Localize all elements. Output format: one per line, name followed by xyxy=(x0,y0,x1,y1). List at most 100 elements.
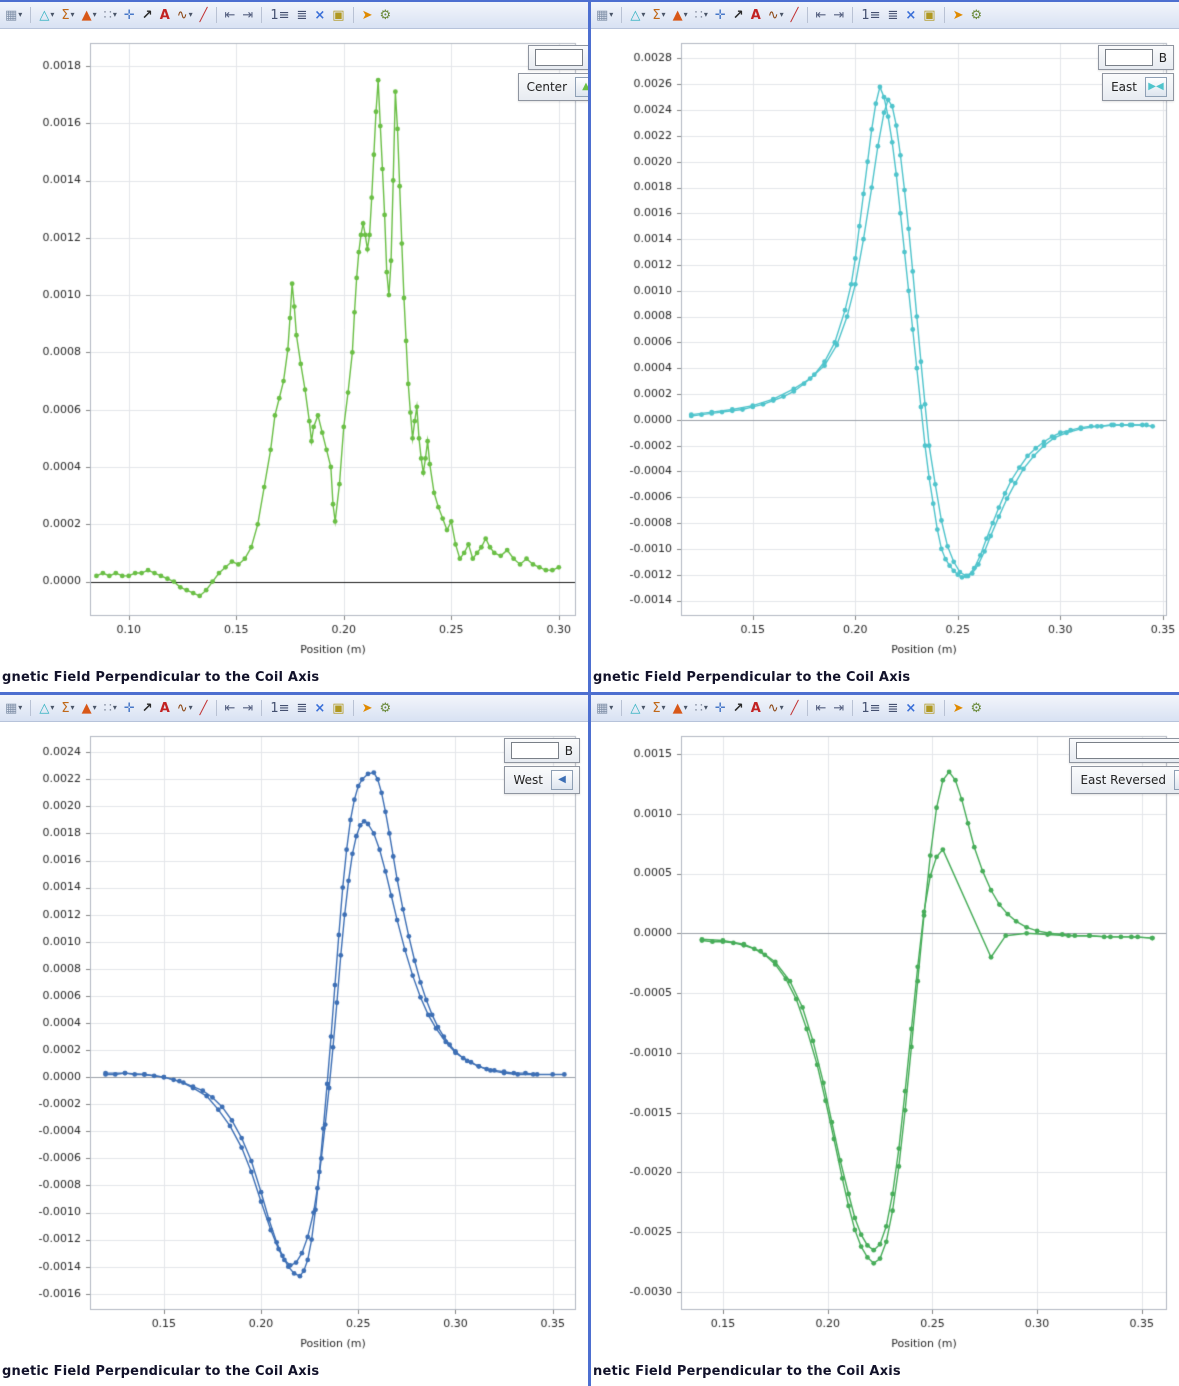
interpolate-icon[interactable]: ≣ xyxy=(887,7,899,23)
examine-left-icon[interactable]: ⇤ xyxy=(815,700,827,716)
settings-gear-icon[interactable]: ⚙ xyxy=(379,700,392,716)
graph-type-icon[interactable]: ▦ ▾ xyxy=(5,7,23,23)
graph-type-icon[interactable]: ▦ ▾ xyxy=(596,700,614,716)
dropdown-arrow-icon: ▾ xyxy=(609,10,614,19)
delta-icon[interactable]: △ ▾ xyxy=(39,7,55,23)
delta-icon[interactable]: △ ▾ xyxy=(39,700,55,716)
examine-right-icon[interactable]: ⇥ xyxy=(833,7,845,23)
slope-tool-icon[interactable]: ╱ xyxy=(790,700,799,716)
tangent-icon[interactable]: ↗ xyxy=(141,7,153,23)
dropdown-arrow-icon: ▾ xyxy=(112,10,117,19)
annotate-a-icon[interactable]: A xyxy=(750,7,761,23)
legend-field-box[interactable] xyxy=(1076,742,1179,759)
plot-area: B Center ▲ xyxy=(0,29,588,662)
delete-x-icon[interactable]: × xyxy=(314,7,326,23)
tangent-icon[interactable]: ↗ xyxy=(141,700,153,716)
duplicate-icon[interactable]: ▣ xyxy=(923,700,936,716)
annotate-a-icon[interactable]: A xyxy=(159,7,170,23)
sigma-stats-icon[interactable]: Σ ▾ xyxy=(652,7,666,23)
tangent-icon[interactable]: ↗ xyxy=(732,7,744,23)
toolbar-separator xyxy=(806,700,808,716)
delta-icon[interactable]: △ ▾ xyxy=(630,700,646,716)
curve-fit-icon[interactable]: ∿ ▾ xyxy=(767,700,784,716)
chart-canvas[interactable] xyxy=(591,29,1179,662)
tangent-icon[interactable]: ↗ xyxy=(732,700,744,716)
annotate-a-icon[interactable]: A xyxy=(159,700,170,716)
move-crosshair-icon[interactable]: ✛ xyxy=(714,7,726,23)
pin-icon[interactable]: ➤ xyxy=(361,7,373,23)
legend-field-box[interactable] xyxy=(1104,49,1153,66)
slope-tool-icon[interactable]: ╱ xyxy=(199,700,208,716)
legend-marker-button[interactable]: ▲ xyxy=(575,77,588,97)
graph-type-icon[interactable]: ▦ ▾ xyxy=(596,7,614,23)
legend-run-label[interactable]: East xyxy=(1111,80,1137,94)
legend-marker-button[interactable]: ◀ xyxy=(1174,770,1179,790)
examine-right-icon[interactable]: ⇥ xyxy=(833,700,845,716)
sort-rows-icon[interactable]: 1≡ xyxy=(270,7,290,23)
sort-rows-icon[interactable]: 1≡ xyxy=(270,700,290,716)
pin-icon[interactable]: ➤ xyxy=(952,700,964,716)
examine-right-icon[interactable]: ⇥ xyxy=(242,7,254,23)
scatter-points-icon[interactable]: ∷ ▾ xyxy=(694,700,708,716)
delta-icon[interactable]: △ ▾ xyxy=(630,7,646,23)
legend-field-box[interactable] xyxy=(534,49,583,66)
sort-rows-icon[interactable]: 1≡ xyxy=(861,7,881,23)
dropdown-arrow-icon: ▾ xyxy=(641,703,646,712)
move-crosshair-icon[interactable]: ✛ xyxy=(714,700,726,716)
settings-gear-icon[interactable]: ⚙ xyxy=(379,7,392,23)
warning-triangle-icon[interactable]: ▲ ▾ xyxy=(672,700,688,716)
interpolate-icon[interactable]: ≣ xyxy=(296,700,308,716)
legend-marker-button[interactable]: ▶◀ xyxy=(1145,77,1167,97)
scatter-points-icon[interactable]: ∷ ▾ xyxy=(103,7,117,23)
interpolate-icon[interactable]: ≣ xyxy=(887,700,899,716)
move-crosshair-icon[interactable]: ✛ xyxy=(123,700,135,716)
interpolate-icon[interactable]: ≣ xyxy=(296,7,308,23)
legend-field-box[interactable] xyxy=(510,742,559,759)
graph-type-icon[interactable]: ▦ ▾ xyxy=(5,700,23,716)
dropdown-arrow-icon: ▾ xyxy=(92,10,97,19)
legend-run-row: West ◀ xyxy=(504,766,580,794)
legend-field-label: B xyxy=(1158,50,1167,65)
delete-x-icon[interactable]: × xyxy=(905,700,917,716)
chart-canvas[interactable] xyxy=(0,722,588,1356)
settings-gear-icon[interactable]: ⚙ xyxy=(970,700,983,716)
settings-gear-icon[interactable]: ⚙ xyxy=(970,7,983,23)
sigma-stats-icon[interactable]: Σ ▾ xyxy=(61,700,75,716)
slope-tool-icon[interactable]: ╱ xyxy=(199,7,208,23)
legend-run-label[interactable]: Center xyxy=(526,80,567,94)
dropdown-arrow-icon: ▾ xyxy=(70,10,75,19)
dropdown-arrow-icon: ▾ xyxy=(683,10,688,19)
move-crosshair-icon[interactable]: ✛ xyxy=(123,7,135,23)
sigma-stats-icon[interactable]: Σ ▾ xyxy=(61,7,75,23)
duplicate-icon[interactable]: ▣ xyxy=(923,7,936,23)
scatter-points-icon[interactable]: ∷ ▾ xyxy=(694,7,708,23)
legend-marker-button[interactable]: ◀ xyxy=(551,770,573,790)
pin-icon[interactable]: ➤ xyxy=(952,7,964,23)
examine-left-icon[interactable]: ⇤ xyxy=(224,7,236,23)
chart-canvas[interactable] xyxy=(591,722,1179,1356)
curve-fit-icon[interactable]: ∿ ▾ xyxy=(176,700,193,716)
duplicate-icon[interactable]: ▣ xyxy=(332,700,345,716)
pin-icon[interactable]: ➤ xyxy=(361,700,373,716)
examine-right-icon[interactable]: ⇥ xyxy=(242,700,254,716)
examine-left-icon[interactable]: ⇤ xyxy=(224,700,236,716)
examine-left-icon[interactable]: ⇤ xyxy=(815,7,827,23)
warning-triangle-icon[interactable]: ▲ ▾ xyxy=(81,700,97,716)
legend-run-label[interactable]: East Reversed xyxy=(1080,773,1166,787)
legend-run-label[interactable]: West xyxy=(513,773,543,787)
warning-triangle-icon[interactable]: ▲ ▾ xyxy=(672,7,688,23)
curve-fit-icon[interactable]: ∿ ▾ xyxy=(176,7,193,23)
annotate-a-icon[interactable]: A xyxy=(750,700,761,716)
duplicate-icon[interactable]: ▣ xyxy=(332,7,345,23)
slope-tool-icon[interactable]: ╱ xyxy=(790,7,799,23)
sigma-stats-icon[interactable]: Σ ▾ xyxy=(652,700,666,716)
toolbar-separator xyxy=(215,700,217,716)
delete-x-icon[interactable]: × xyxy=(314,700,326,716)
delete-x-icon[interactable]: × xyxy=(905,7,917,23)
graph-window-east-reversed: ▦ ▾ △ ▾ Σ ▾ ▲ ▾ ∷ ▾ ✛ ↗ A ∿ ▾ ╱ ⇤ ⇥ 1≡ ≣ × ▣ ➤ ⚙ East Reversed … xyxy=(591,695,1179,1386)
warning-triangle-icon[interactable]: ▲ ▾ xyxy=(81,7,97,23)
chart-canvas[interactable] xyxy=(0,29,588,662)
sort-rows-icon[interactable]: 1≡ xyxy=(861,700,881,716)
scatter-points-icon[interactable]: ∷ ▾ xyxy=(103,700,117,716)
curve-fit-icon[interactable]: ∿ ▾ xyxy=(767,7,784,23)
